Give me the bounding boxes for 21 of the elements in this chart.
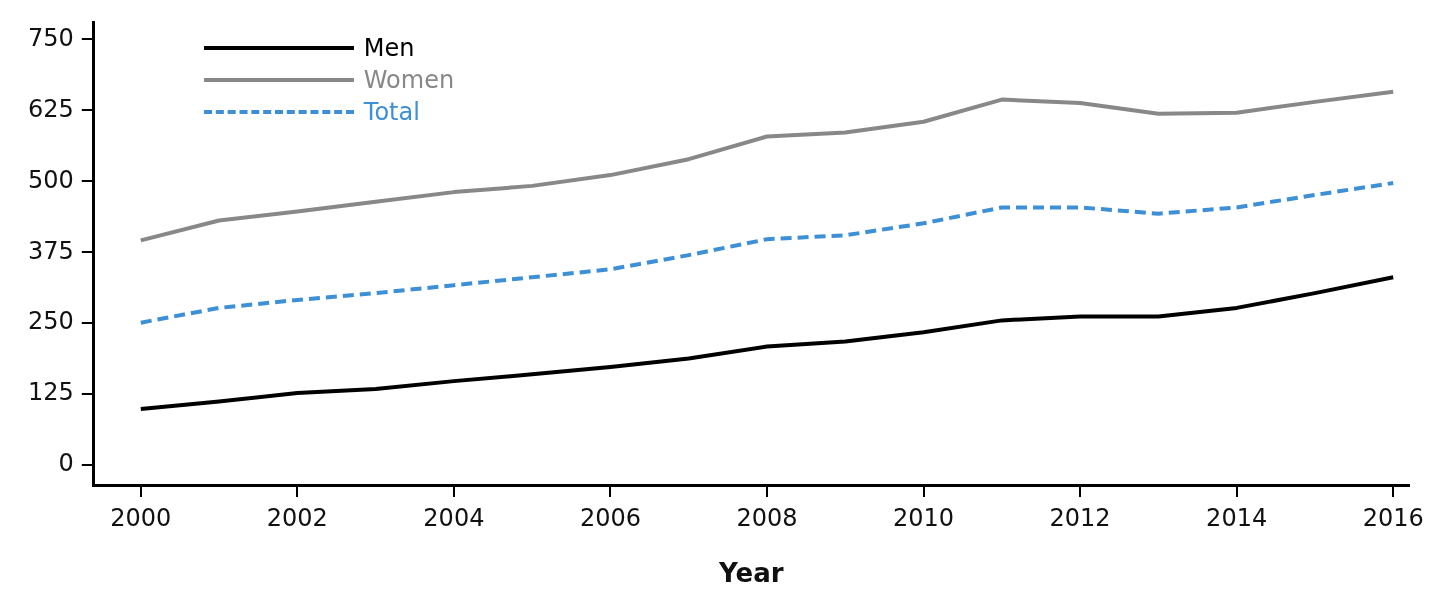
y-tick-label: 375 [28,236,74,265]
x-tick-label: 2000 [110,503,172,532]
y-tick-label: 500 [28,165,74,194]
y-tick-label: 625 [28,94,74,123]
x-tick-label: 2006 [579,503,641,532]
x-tick-label: 2012 [1049,503,1111,532]
x-tick-label: 2004 [423,503,485,532]
y-tick-label: 125 [28,378,74,407]
line-series [138,181,1396,325]
text: Total [363,98,420,127]
text: Men [363,34,415,63]
text: Women [363,66,455,95]
x-axis-title: Year [718,558,784,589]
y-tick-label: 750 [28,23,74,52]
x-tick-label: 2016 [1362,503,1424,532]
x-tick-label: 2010 [893,503,955,532]
y-tick-label: 250 [28,307,74,336]
x-tick-label: 2014 [1206,503,1268,532]
x-tick-label: 2002 [266,503,328,532]
y-tick-label: 0 [58,449,74,478]
x-tick-label: 2008 [736,503,798,532]
